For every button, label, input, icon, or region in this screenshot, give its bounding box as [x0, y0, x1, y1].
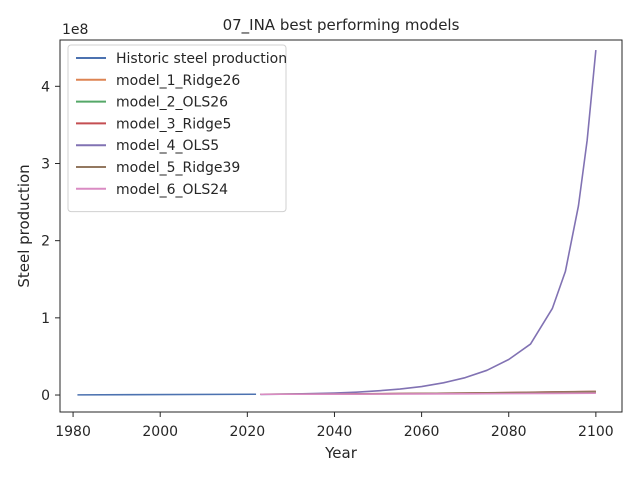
y-tick-label: 2 — [41, 234, 50, 250]
x-tick-label: 2060 — [404, 424, 440, 440]
y-axis-ticks: 0 1 2 3 4 — [41, 79, 60, 404]
legend-label: model_4_OLS5 — [116, 138, 219, 154]
x-tick-label: 2100 — [578, 424, 614, 440]
x-tick-label: 2000 — [142, 424, 178, 440]
y-tick-label: 4 — [41, 79, 50, 95]
series-line — [260, 49, 597, 396]
series-line — [77, 393, 257, 396]
x-tick-label: 2040 — [317, 424, 353, 440]
series-line — [260, 392, 596, 396]
x-tick-label: 1980 — [55, 424, 91, 440]
legend-label: model_6_OLS24 — [116, 182, 228, 198]
legend-label: model_2_OLS26 — [116, 95, 228, 111]
x-axis-ticks: 1980 2000 2020 2040 2060 2080 2100 — [55, 412, 614, 440]
legend-label: model_3_Ridge5 — [116, 116, 231, 132]
legend-label: Historic steel production — [116, 51, 287, 67]
x-axis-label: Year — [324, 444, 358, 462]
y-axis-multiplier: 1e8 — [62, 22, 88, 38]
y-tick-label: 3 — [41, 156, 50, 172]
x-tick-label: 2020 — [230, 424, 266, 440]
y-axis-label: Steel production — [15, 164, 33, 287]
chart-title: 07_INA best performing models — [223, 16, 460, 35]
plot-area — [77, 49, 597, 396]
legend-label: model_5_Ridge39 — [116, 160, 240, 176]
legend-label: model_1_Ridge26 — [116, 73, 240, 89]
legend-box — [67, 44, 287, 213]
legend: Historic steel production model_1_Ridge26… — [67, 44, 287, 213]
x-tick-label: 2080 — [491, 424, 527, 440]
axes-frame — [59, 39, 623, 413]
y-tick-label: 1 — [41, 311, 50, 327]
y-tick-label: 0 — [41, 388, 50, 404]
